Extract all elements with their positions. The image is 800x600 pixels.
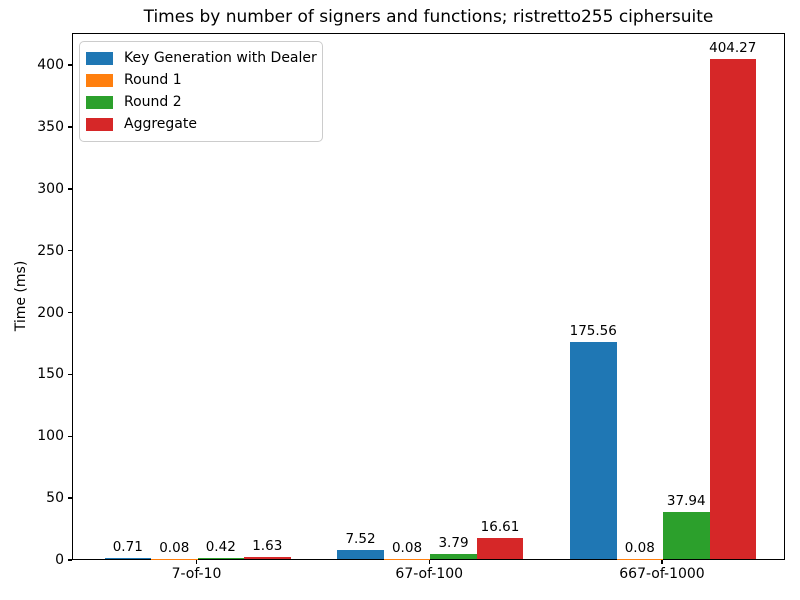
bar-value-label: 0.08 (159, 539, 190, 556)
y-tick-label: 50 (46, 490, 64, 507)
bar-value-label: 37.94 (666, 493, 706, 510)
bar (244, 556, 291, 559)
bar (663, 512, 710, 559)
y-tick-mark (68, 311, 72, 314)
y-tick-mark (68, 373, 72, 376)
legend-swatch (86, 51, 113, 65)
bar-value-label: 3.79 (438, 535, 469, 552)
legend-label: Key Generation with Dealer (124, 50, 317, 66)
bar (570, 341, 617, 559)
bar (430, 554, 477, 559)
legend-label: Aggregate (124, 116, 197, 132)
legend-swatch (86, 95, 113, 109)
y-tick-label: 300 (37, 180, 64, 197)
y-axis-label: Time (ms) (13, 260, 29, 332)
y-tick-mark (68, 188, 72, 190)
bar (709, 58, 756, 559)
y-tick-mark (68, 559, 72, 561)
bar-value-label: 1.63 (252, 537, 283, 554)
x-tick-label: 7-of-10 (171, 566, 222, 582)
y-tick-label: 400 (37, 57, 64, 74)
y-tick-mark (68, 126, 72, 128)
legend-swatch (86, 73, 113, 87)
y-tick-mark (68, 249, 72, 252)
legend-item: Round 1 (86, 69, 314, 91)
x-tick-label: 667-of-1000 (619, 566, 705, 582)
bar (337, 549, 384, 559)
y-tick-mark (68, 64, 72, 66)
x-tick-mark (195, 560, 198, 564)
y-tick-label: 200 (37, 304, 64, 321)
legend-label: Round 2 (124, 94, 182, 110)
bar-value-label: 7.52 (345, 530, 376, 547)
bar-value-label: 175.56 (569, 322, 617, 339)
legend-label: Round 1 (124, 72, 182, 88)
legend-item: Aggregate (86, 113, 314, 135)
bar-value-label: 0.71 (112, 539, 143, 556)
bar-value-label: 0.08 (391, 539, 423, 556)
legend-swatch (86, 117, 113, 131)
bar (476, 538, 524, 559)
legend: Key Generation with Dealer Round 1 Round 2… (79, 41, 323, 142)
y-tick-label: 350 (37, 119, 64, 136)
bar (104, 558, 151, 559)
y-tick-mark (68, 497, 72, 499)
y-tick-label: 100 (37, 428, 64, 445)
y-tick-label: 250 (37, 242, 64, 259)
bar-value-label: 0.42 (205, 539, 236, 556)
y-tick-mark (68, 435, 72, 438)
bar-value-label: 404.27 (709, 39, 757, 56)
y-tick-label: 0 (55, 552, 64, 568)
x-tick-label: 67-of-100 (395, 566, 464, 582)
bar-value-label: 16.61 (480, 519, 520, 536)
x-tick-mark (661, 560, 663, 564)
legend-item: Round 2 (86, 91, 314, 113)
legend-item: Key Generation with Dealer (86, 47, 317, 69)
chart-title: Times by number of signers and functions… (143, 7, 714, 27)
bar-value-label: 0.08 (624, 539, 655, 556)
y-tick-label: 150 (37, 366, 64, 383)
x-tick-mark (428, 560, 430, 564)
bar (197, 558, 244, 559)
